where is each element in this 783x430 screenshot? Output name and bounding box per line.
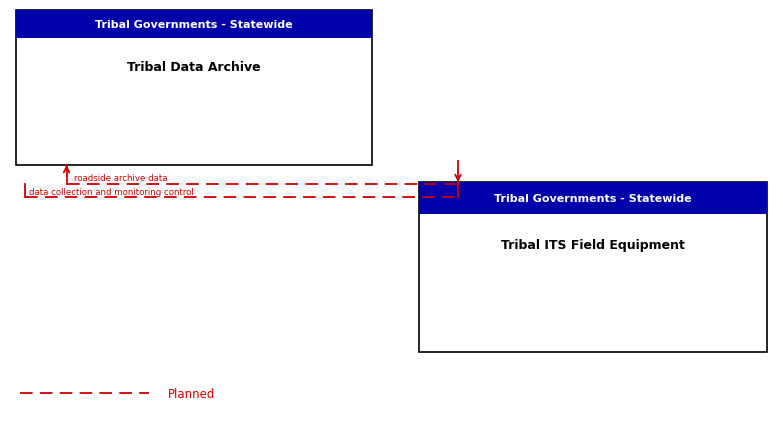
Bar [16, 11, 372, 166]
Text: Tribal ITS Field Equipment: Tribal ITS Field Equipment [501, 238, 685, 251]
Text: Planned: Planned [168, 387, 216, 400]
Bar [419, 183, 767, 214]
Text: data collection and monitoring control: data collection and monitoring control [29, 187, 193, 196]
Text: Tribal Governments - Statewide: Tribal Governments - Statewide [494, 194, 692, 203]
Text: Tribal Data Archive: Tribal Data Archive [127, 61, 261, 74]
Bar [16, 11, 372, 40]
Text: Tribal Governments - Statewide: Tribal Governments - Statewide [95, 20, 293, 30]
Bar [419, 183, 767, 353]
Text: roadside archive data: roadside archive data [74, 174, 168, 183]
